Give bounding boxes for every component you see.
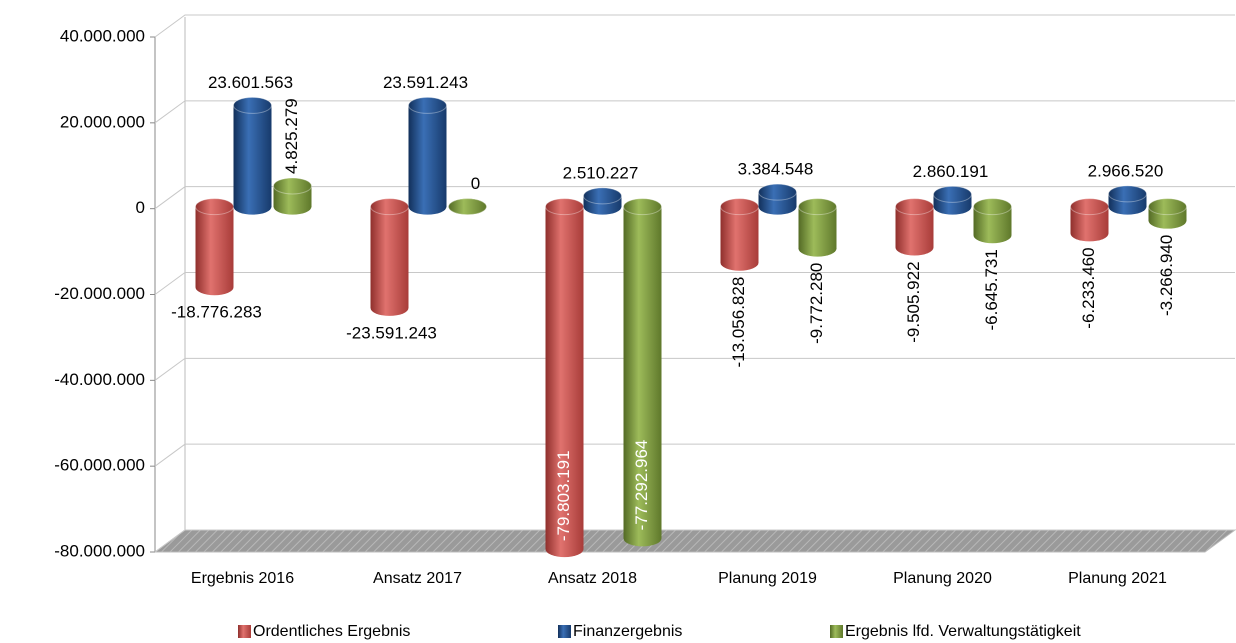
y-tick-label: -80.000.000 [54, 541, 145, 560]
x-tick-label: Ergebnis 2016 [191, 570, 294, 587]
grid-line [154, 272, 1235, 295]
legend-label: Ordentliches Ergebnis [253, 623, 410, 640]
bar-top [545, 198, 584, 216]
bar [720, 198, 759, 271]
x-tick-label: Planung 2020 [893, 570, 992, 587]
y-tick-label: -60.000.000 [54, 456, 145, 475]
legend-swatch [558, 625, 571, 638]
bar-top [1108, 185, 1147, 203]
bar-top [195, 198, 234, 216]
bar-top [895, 198, 934, 216]
bar [895, 198, 934, 256]
bar [758, 183, 797, 215]
y-tick-label: -20.000.000 [54, 284, 145, 303]
bar-top [233, 96, 272, 114]
bar [933, 185, 972, 215]
bar [233, 96, 272, 215]
bar [1148, 198, 1187, 229]
bar-body [623, 206, 662, 539]
data-label: -79.803.191 [554, 450, 573, 541]
legend-swatch [238, 625, 251, 638]
floor [153, 529, 1236, 553]
bar-top [623, 198, 662, 216]
data-label: -18.776.283 [171, 303, 262, 322]
data-label: -9.505.922 [904, 261, 923, 342]
data-label: 4.825.279 [282, 98, 301, 174]
bar-body [233, 105, 272, 207]
data-label: 3.384.548 [738, 160, 814, 179]
bar-top [798, 198, 837, 216]
bar [583, 187, 622, 215]
bar-body [545, 206, 584, 550]
bar [370, 198, 409, 316]
x-tick-label: Ansatz 2018 [548, 570, 637, 587]
data-label: -9.772.280 [807, 263, 826, 344]
data-label: -6.645.731 [982, 249, 1001, 330]
data-label: -3.266.940 [1157, 235, 1176, 316]
grid-line [154, 357, 1235, 381]
bar [195, 198, 234, 296]
x-tick-label: Planung 2021 [1068, 570, 1167, 587]
data-label: 23.601.563 [208, 73, 293, 92]
bar-top [1070, 198, 1109, 216]
data-label: -23.591.243 [346, 323, 437, 342]
data-label: 2.966.520 [1088, 161, 1164, 180]
bar-top [758, 183, 797, 201]
data-label: 2.510.227 [563, 163, 639, 182]
bar-top [1148, 198, 1187, 216]
bar-body [195, 206, 234, 288]
data-label: 0 [471, 174, 480, 193]
bar-body [408, 105, 447, 207]
bar-top [273, 177, 312, 195]
bar [798, 198, 837, 257]
y-tick-label: 40.000.000 [60, 26, 145, 45]
bar-top [583, 187, 622, 205]
y-tick-label: -40.000.000 [54, 370, 145, 389]
grid-line [154, 100, 1235, 124]
bar [545, 198, 584, 558]
grid-line [154, 14, 1235, 38]
legend-label: Ergebnis lfd. Verwaltungstätigkeit [845, 623, 1081, 640]
bar [973, 198, 1012, 244]
bar-top [933, 185, 972, 203]
bar-top [720, 198, 759, 216]
data-label: -6.233.460 [1079, 247, 1098, 328]
bar-top [408, 96, 447, 114]
bar-top [973, 198, 1012, 216]
data-label: -77.292.964 [632, 440, 651, 531]
grid-line [154, 529, 1235, 553]
bar [408, 96, 447, 215]
y-tick-label: 20.000.000 [60, 112, 145, 131]
bar-body [370, 206, 409, 308]
bar [623, 198, 662, 547]
bar-top [448, 198, 487, 216]
data-label: 23.591.243 [383, 73, 468, 92]
bar-body [720, 206, 759, 263]
bar [273, 177, 312, 215]
bar [1070, 198, 1109, 242]
legend-swatch [830, 625, 843, 638]
grid-line [154, 186, 1235, 210]
bar [1108, 185, 1147, 215]
bar [448, 198, 487, 216]
grid-line [154, 443, 1235, 467]
y-tick-label: 0 [136, 198, 145, 217]
x-tick-label: Ansatz 2017 [373, 570, 462, 587]
x-tick-label: Planung 2019 [718, 570, 817, 587]
data-label: 2.860.191 [913, 162, 989, 181]
data-label: -13.056.828 [729, 277, 748, 368]
bar-top [370, 198, 409, 216]
legend-label: Finanzergebnis [573, 623, 682, 640]
